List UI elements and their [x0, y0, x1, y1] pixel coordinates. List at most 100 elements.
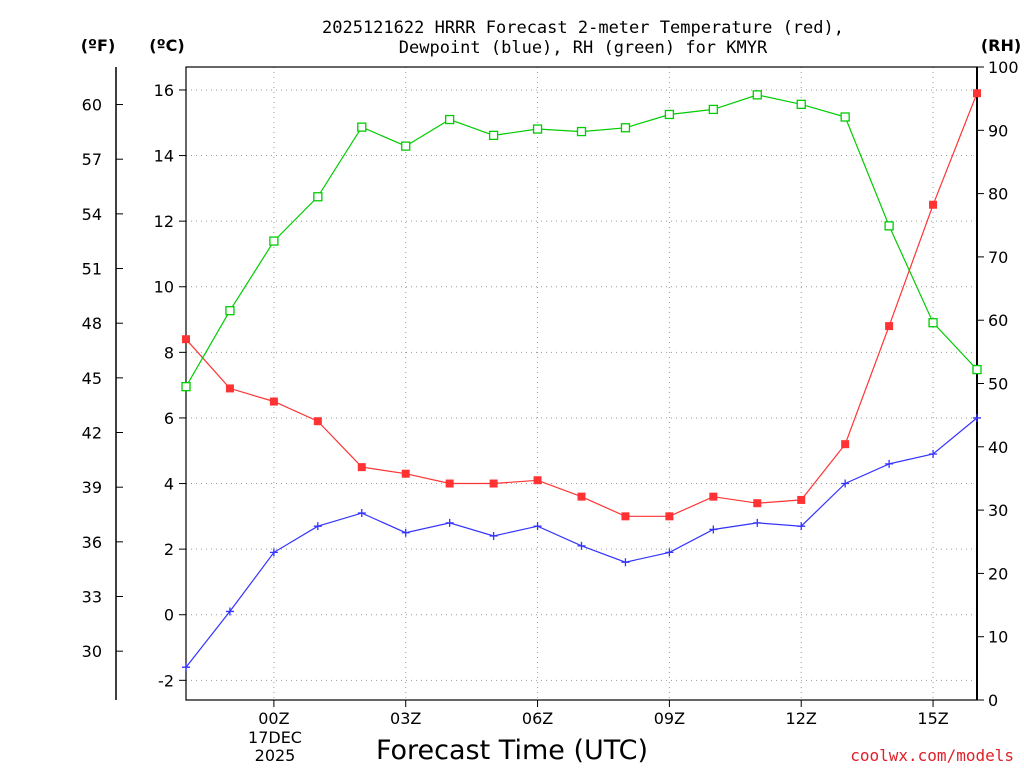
temperature-point: [269, 397, 278, 406]
celsius-tick-label: 4: [164, 475, 174, 494]
fahrenheit-unit-label: (ºF): [81, 36, 116, 55]
rh-tick-label: 40: [988, 438, 1008, 457]
rh-tick-label: 0: [988, 691, 998, 710]
rh-point: [796, 99, 806, 109]
rh-point: [840, 112, 850, 122]
plot-frame: [185, 66, 978, 701]
rh-point: [401, 141, 411, 151]
chart-title-line-1: 2025121622 HRRR Forecast 2-meter Tempera…: [322, 18, 844, 38]
series-dewpoint: [182, 413, 981, 672]
series-temperature: [182, 89, 981, 521]
celsius-unit-label: (ºC): [149, 36, 184, 55]
dewpoint-point: [885, 459, 894, 468]
temperature-point: [797, 495, 806, 504]
temperature-point: [841, 440, 850, 449]
temperature-point: [357, 463, 366, 472]
dewpoint-point: [665, 548, 674, 557]
dewpoint-point: [182, 663, 190, 672]
celsius-tick-label: 16: [154, 81, 174, 100]
x-tick-label: 06Z: [522, 709, 553, 728]
celsius-tick-label: 2: [164, 540, 174, 559]
rh-point: [972, 364, 982, 375]
temperature-point: [709, 492, 718, 501]
rh-point: [884, 221, 894, 231]
dewpoint-point: [577, 541, 586, 550]
rh-tick-label: 100: [988, 58, 1019, 77]
rh-point: [708, 104, 718, 115]
temperature-point: [401, 469, 410, 478]
celsius-tick-label: 12: [154, 212, 174, 231]
temperature-point: [313, 417, 322, 426]
rh-point: [225, 306, 235, 316]
x-tick-label: 12Z: [786, 709, 817, 728]
dewpoint-point: [533, 522, 542, 531]
temperature-point: [577, 492, 586, 501]
fahrenheit-tick-label: 60: [82, 96, 102, 115]
date-year-label: 2025: [255, 746, 296, 765]
dewpoint-point: [973, 413, 981, 422]
x-tick-label: 15Z: [917, 709, 948, 728]
fahrenheit-tick-label: 51: [82, 260, 102, 279]
rh-point: [928, 318, 938, 328]
temperature-point: [885, 322, 894, 331]
dewpoint-point: [709, 525, 718, 534]
celsius-tick-label: 10: [154, 278, 174, 297]
temperature-point: [489, 479, 498, 488]
dewpoint-point: [797, 522, 806, 531]
rh-point: [664, 109, 675, 120]
rh-point: [313, 192, 323, 202]
temperature-point: [973, 89, 981, 98]
dewpoint-point: [489, 532, 498, 541]
rh-point: [269, 236, 279, 246]
temperature-point: [665, 512, 674, 521]
celsius-tick-label: 8: [164, 343, 174, 362]
rh-point: [488, 130, 499, 141]
celsius-tick-label: 14: [154, 147, 174, 166]
series-rh: [181, 90, 982, 392]
dewpoint-point: [445, 518, 454, 527]
dewpoint-point: [225, 607, 234, 616]
dewpoint-point: [841, 479, 850, 488]
dewpoint-point: [621, 558, 630, 567]
temperature-point: [753, 499, 762, 508]
rh-point: [532, 124, 543, 134]
temperature-point: [533, 476, 542, 485]
rh-tick-label: 30: [988, 501, 1008, 520]
axis-layer: -2 0 2 4 6 8 10 12 14 16 30 33 36 39 42 45 48 51 54 57 60 0 10…: [82, 58, 1019, 728]
x-axis-label: Forecast Time (UTC): [376, 735, 648, 766]
dewpoint-point: [357, 509, 366, 518]
fahrenheit-tick-label: 45: [82, 369, 102, 388]
rh-tick-label: 90: [988, 121, 1008, 140]
rh-tick-label: 20: [988, 564, 1008, 583]
fahrenheit-tick-label: 57: [82, 150, 102, 169]
fahrenheit-tick-label: 54: [82, 205, 102, 224]
rh-tick-label: 70: [988, 248, 1008, 267]
rh-tick-label: 60: [988, 311, 1008, 330]
grid-layer: [186, 67, 977, 700]
dewpoint-point: [401, 528, 410, 537]
fahrenheit-tick-label: 30: [82, 642, 102, 661]
rh-point: [576, 126, 587, 137]
x-tick-label: 09Z: [654, 709, 685, 728]
rh-point: [357, 122, 367, 132]
rh-tick-label: 10: [988, 628, 1008, 647]
fahrenheit-tick-label: 42: [82, 424, 102, 443]
rh-tick-label: 80: [988, 185, 1008, 204]
temperature-point: [182, 335, 190, 344]
fahrenheit-tick-label: 33: [82, 588, 102, 607]
temperature-point: [445, 479, 454, 488]
rh-point: [445, 114, 455, 125]
rh-point: [181, 382, 191, 392]
fahrenheit-tick-label: 36: [82, 533, 102, 552]
rh-line: [185, 94, 978, 388]
chart-title-line-2: Dewpoint (blue), RH (green) for KMYR: [399, 38, 768, 58]
celsius-tick-label: 0: [164, 606, 174, 625]
series-layer: [181, 89, 982, 672]
temperature-point: [621, 512, 630, 521]
fahrenheit-tick-label: 39: [82, 478, 102, 497]
rh-point: [752, 90, 762, 100]
dewpoint-point: [269, 548, 278, 557]
temperature-point: [929, 200, 938, 209]
